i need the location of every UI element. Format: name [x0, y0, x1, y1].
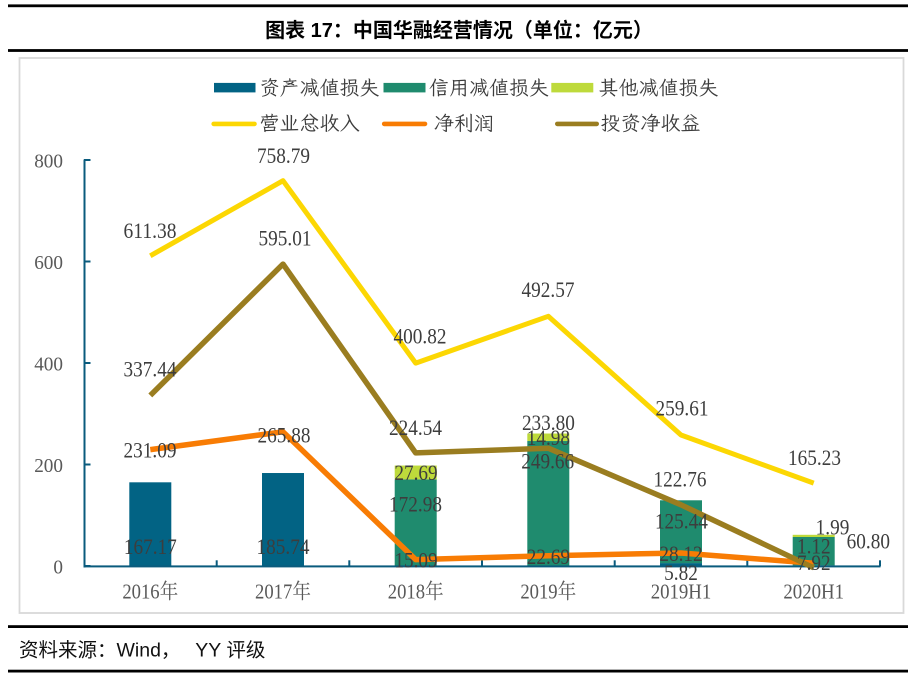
svg-text:231.09: 231.09: [124, 437, 177, 462]
svg-text:233.80: 233.80: [522, 410, 575, 435]
svg-text:595.01: 595.01: [259, 225, 312, 250]
svg-text:资料来源：Wind， YY 评级: 资料来源：Wind， YY 评级: [19, 640, 265, 662]
svg-text:信用减值损失: 信用减值损失: [429, 77, 549, 99]
svg-text:125.44: 125.44: [655, 509, 708, 534]
svg-text:224.54: 224.54: [389, 415, 442, 440]
svg-text:22.69: 22.69: [527, 544, 570, 569]
svg-text:492.57: 492.57: [522, 277, 575, 302]
svg-text:122.76: 122.76: [654, 467, 707, 492]
svg-text:其他减值损失: 其他减值损失: [599, 77, 719, 99]
svg-text:259.61: 259.61: [656, 395, 709, 420]
svg-text:投资净收益: 投资净收益: [601, 113, 701, 135]
svg-text:337.44: 337.44: [124, 356, 177, 381]
svg-text:611.38: 611.38: [124, 218, 177, 243]
svg-text:265.88: 265.88: [258, 422, 311, 447]
svg-text:2019H1: 2019H1: [651, 580, 712, 604]
svg-text:2017年: 2017年: [255, 580, 311, 604]
svg-text:净利润: 净利润: [434, 113, 494, 135]
svg-text:1.99: 1.99: [816, 515, 850, 540]
svg-text:2016年: 2016年: [122, 580, 178, 604]
svg-text:400.82: 400.82: [394, 323, 447, 348]
svg-text:28.12: 28.12: [659, 541, 702, 566]
svg-text:167.17: 167.17: [124, 534, 177, 559]
svg-text:营业总收入: 营业总收入: [260, 113, 360, 135]
svg-text:7.92: 7.92: [797, 550, 831, 575]
svg-text:图表 17：中国华融经营情况（单位：亿元）: 图表 17：中国华融经营情况（单位：亿元）: [265, 18, 653, 42]
svg-text:15.09: 15.09: [394, 547, 437, 572]
svg-text:14.98: 14.98: [527, 425, 570, 450]
svg-text:5.82: 5.82: [664, 560, 698, 585]
svg-text:0: 0: [53, 557, 63, 579]
svg-text:27.69: 27.69: [394, 460, 437, 485]
svg-text:249.66: 249.66: [521, 449, 574, 474]
svg-text:800: 800: [34, 151, 63, 173]
svg-text:758.79: 758.79: [257, 143, 310, 168]
svg-text:200: 200: [34, 455, 63, 477]
svg-text:1.12: 1.12: [797, 533, 831, 558]
svg-text:172.98: 172.98: [389, 491, 442, 516]
svg-text:600: 600: [34, 252, 63, 274]
svg-text:2018年: 2018年: [388, 580, 444, 604]
svg-text:165.23: 165.23: [788, 445, 841, 470]
svg-text:2020H1: 2020H1: [783, 580, 844, 604]
svg-text:60.80: 60.80: [847, 529, 890, 554]
svg-text:2019年: 2019年: [520, 580, 576, 604]
svg-text:资产减值损失: 资产减值损失: [260, 77, 380, 99]
svg-text:185.74: 185.74: [257, 534, 310, 559]
svg-text:400: 400: [34, 354, 63, 376]
